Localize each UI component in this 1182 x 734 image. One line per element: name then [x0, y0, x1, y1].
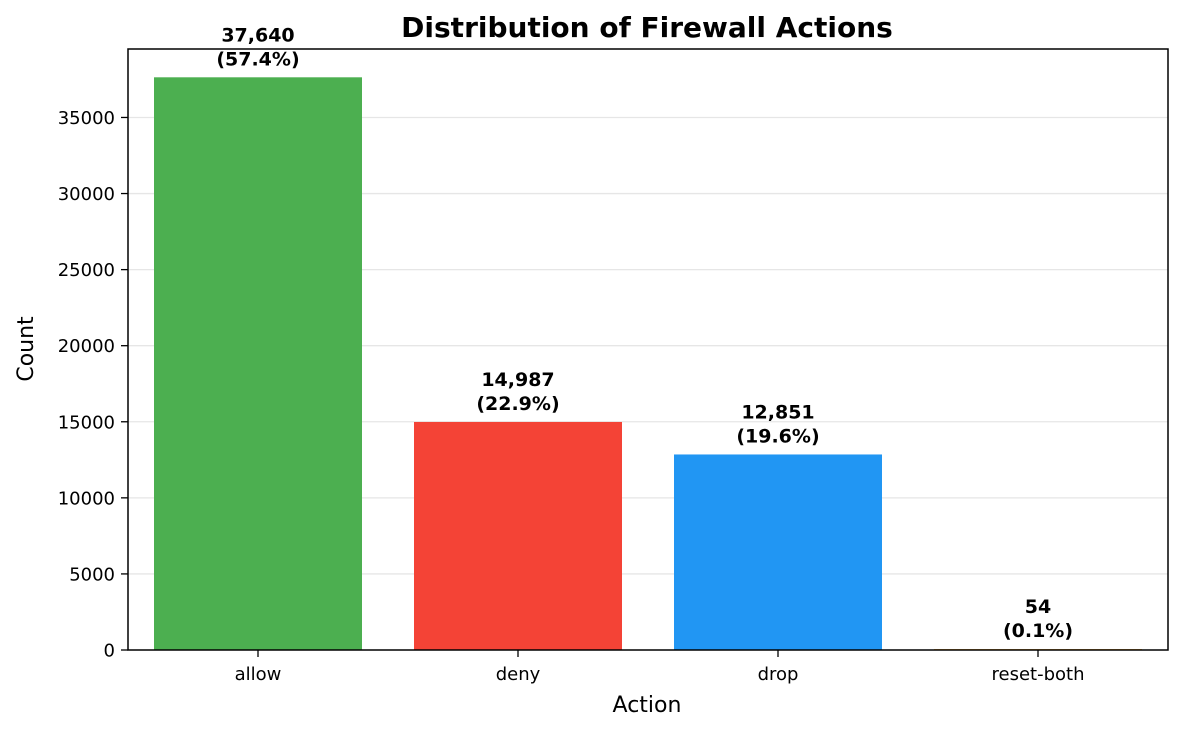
y-tick-label: 20000 — [58, 336, 115, 357]
bar-percent-label: (0.1%) — [1003, 620, 1073, 642]
y-tick-label: 5000 — [69, 564, 115, 585]
y-tick-label: 0 — [104, 641, 115, 662]
y-tick-label: 15000 — [58, 412, 115, 433]
y-tick-label: 10000 — [58, 488, 115, 509]
bar-percent-label: (22.9%) — [476, 393, 559, 415]
bar-value-label: 12,851 — [741, 401, 814, 423]
y-axis-label: Count — [14, 316, 39, 382]
plot-frame — [127, 48, 1169, 651]
bar-allow — [154, 77, 362, 651]
x-tick-label: deny — [496, 664, 541, 685]
x-axis-label: Action — [613, 693, 682, 718]
bar-value-label: 37,640 — [221, 24, 294, 46]
y-tick-label: 35000 — [58, 108, 115, 129]
bar-drop — [674, 454, 882, 650]
data-labels: 37,640(57.4%) 14,987(22.9%) 12,851(19.6%) 5… — [216, 24, 1073, 642]
axes: 0 5000 10000 15000 20000 25000 30000 35000 allow… — [58, 48, 1169, 685]
chart-title: Distribution of Firewall Actions — [401, 11, 893, 44]
x-tick-label: allow — [235, 664, 282, 685]
bars — [154, 77, 1142, 651]
bar-percent-label: (57.4%) — [216, 48, 299, 70]
bar-value-label: 14,987 — [481, 369, 554, 391]
x-tick-label: drop — [758, 664, 799, 685]
x-tick-label: reset-both — [992, 664, 1085, 685]
bar-value-label: 54 — [1025, 596, 1051, 618]
bar-deny — [414, 421, 622, 650]
y-tick-label: 25000 — [58, 260, 115, 281]
bar-percent-label: (19.6%) — [736, 425, 819, 447]
y-tick-label: 30000 — [58, 184, 115, 205]
